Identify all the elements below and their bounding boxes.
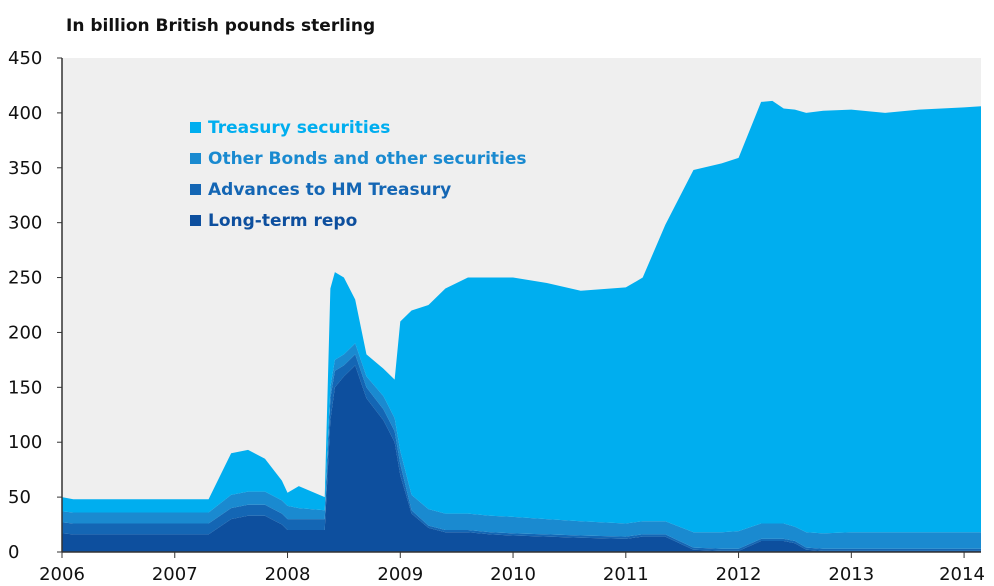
area-advances-to-hm-treasury [62, 354, 981, 551]
legend-label-advances-to-hm-treasury: Advances to HM Treasury [208, 180, 451, 200]
x-tick-label: 2010 [490, 564, 536, 585]
legend-swatch-treasury-securities [190, 122, 201, 133]
legend-label-other-bonds-and-other-securities: Other Bonds and other securities [208, 149, 527, 169]
x-tick-label: 2012 [716, 564, 762, 585]
legend: Treasury securities Other Bonds and other… [190, 118, 527, 231]
y-tick-label: 250 [8, 268, 42, 289]
legend-swatch-advances-to-hm-treasury [190, 184, 201, 195]
y-tick-label: 300 [8, 213, 42, 234]
axes-group [61, 58, 981, 553]
y-tick-label: 400 [8, 103, 42, 124]
legend-label-treasury-securities: Treasury securities [208, 118, 390, 138]
chart-title: In billion British pounds sterling [66, 16, 376, 36]
x-ticks-group: 2006 2007 2008 2009 2010 2011 2012 2013 2014 [39, 552, 985, 585]
y-tick-label: 150 [8, 377, 42, 398]
y-tick-label: 50 [8, 487, 31, 508]
x-tick-label: 2009 [377, 564, 423, 585]
y-tick-label: 0 [8, 542, 19, 563]
y-ticks-group: 0 50 100 150 200 250 300 350 400 450 [8, 48, 62, 563]
legend-swatch-other-bonds-and-other-securities [190, 153, 201, 164]
x-tick-label: 2008 [265, 564, 311, 585]
area-treasury-securities [62, 100, 981, 534]
x-tick-label: 2013 [828, 564, 874, 585]
x-tick-label: 2011 [603, 564, 649, 585]
y-tick-label: 350 [8, 158, 42, 179]
legend-label-long-term-repo: Long-term repo [208, 211, 357, 231]
y-tick-label: 450 [8, 48, 42, 69]
x-tick-label: 2006 [39, 564, 85, 585]
legend-swatch-long-term-repo [190, 215, 201, 226]
area-series-group [62, 100, 981, 552]
y-tick-label: 100 [8, 432, 42, 453]
x-tick-label: 2007 [152, 564, 198, 585]
y-tick-label: 200 [8, 322, 42, 343]
x-tick-label: 2014 [939, 564, 985, 585]
